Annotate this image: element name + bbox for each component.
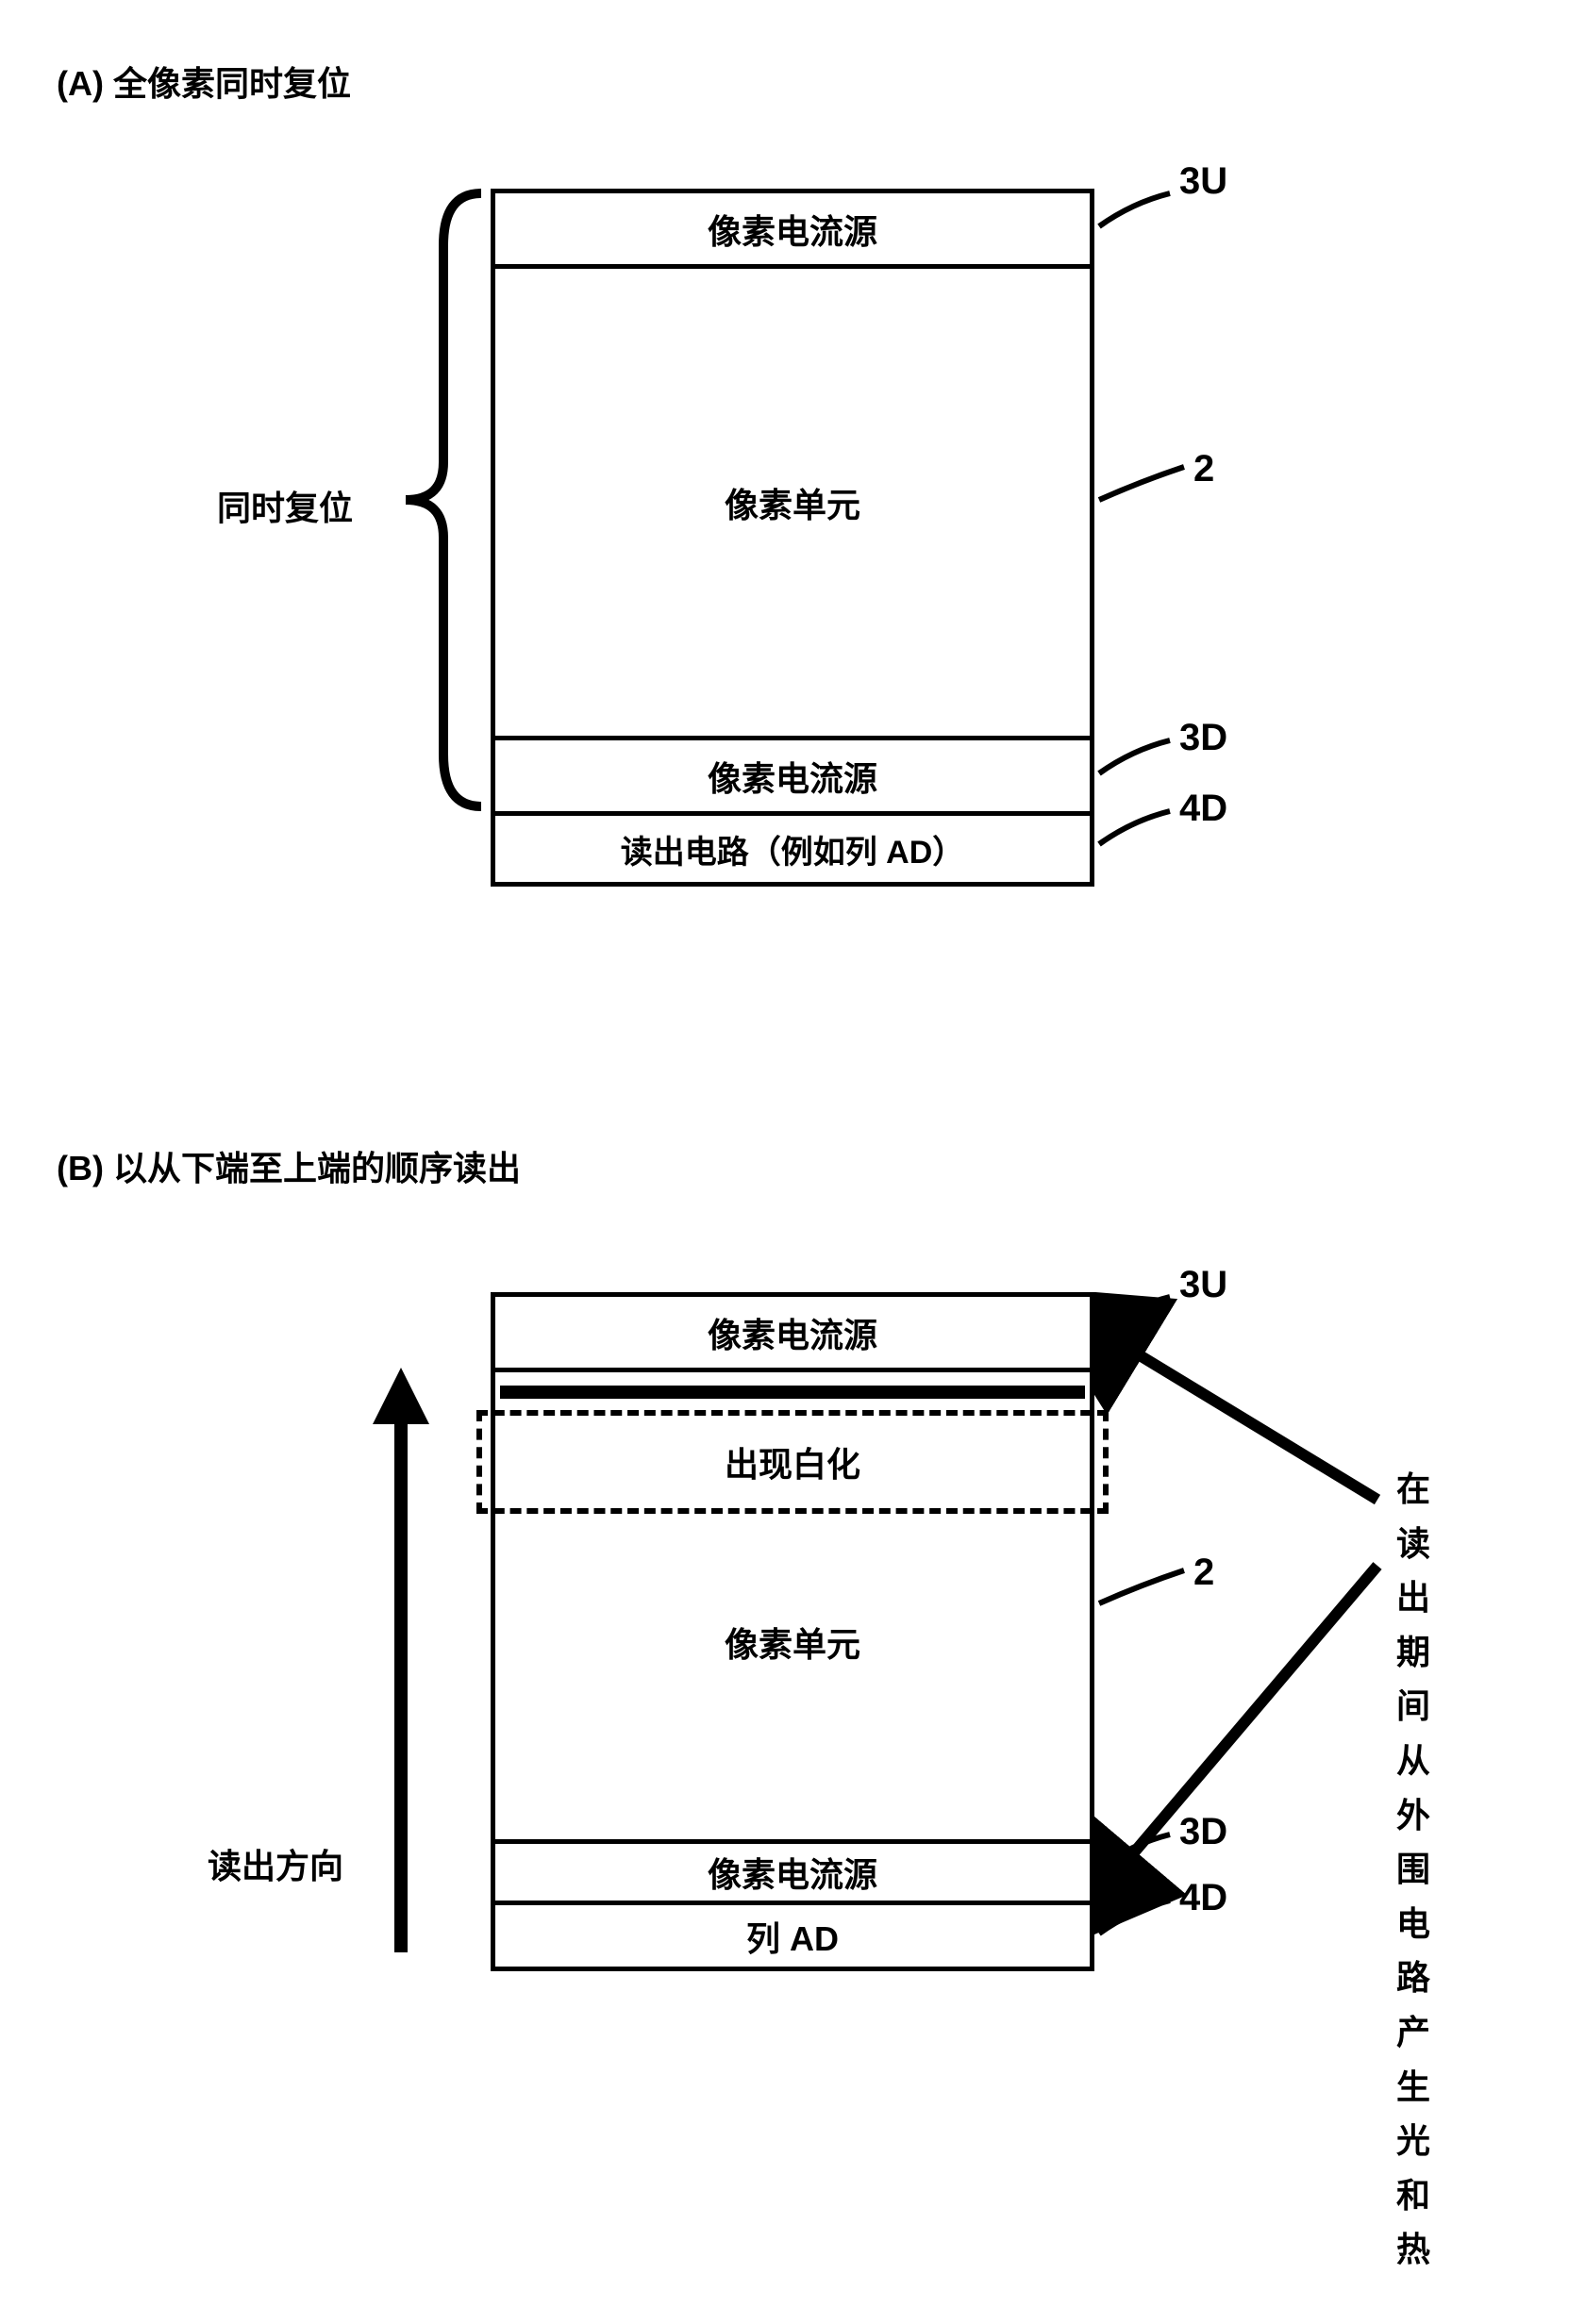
brace-icon: [387, 189, 491, 811]
diagram-b: 读出方向 像素电流源 出现白化 像素单元 像素电流源 列 AD 3U 2 3D: [491, 1292, 1094, 1971]
row-label: 像素电流源: [708, 1848, 877, 1897]
row-b-3: 列 AD: [495, 1905, 1090, 1967]
row-label: 读出电路（例如列 AD）: [621, 826, 965, 872]
row-a-0: 像素电流源: [495, 193, 1090, 269]
block-stack-b: 像素电流源 出现白化 像素单元 像素电流源 列 AD: [491, 1292, 1094, 1971]
brace-label: 同时复位: [217, 481, 353, 530]
note-line-2: 电路产生光和热: [1396, 1897, 1430, 2277]
row-label: 像素电流源: [708, 752, 877, 801]
note-arrows-icon: [1094, 1292, 1491, 1971]
scan-line: [500, 1386, 1085, 1399]
readout-direction-label: 读出方向: [208, 1839, 343, 1888]
whiteout-label: 出现白化: [725, 1437, 860, 1486]
row-label: 像素电流源: [708, 1308, 877, 1357]
row-b-2: 像素电流源: [495, 1844, 1090, 1905]
row-b-1: 出现白化 像素单元: [495, 1372, 1090, 1844]
note-line-1: 在读出期间从外围: [1396, 1462, 1430, 1897]
whiteout-region: 出现白化: [476, 1410, 1109, 1514]
row-a-2: 像素电流源: [495, 740, 1090, 816]
diagram-a: 同时复位 像素电流源 像素单元 像素电流源 读出电路（例如列 AD） 3U 2 …: [491, 189, 1094, 887]
section-b-title: (B) 以从下端至上端的顺序读出: [57, 1141, 521, 1190]
ref-a-2: 2: [1193, 448, 1214, 490]
row-a-3: 读出电路（例如列 AD）: [495, 816, 1090, 882]
row-label: 像素单元: [495, 1618, 1090, 1667]
row-label: 像素电流源: [708, 205, 877, 254]
row-a-1: 像素单元: [495, 269, 1090, 740]
ref-a-3u: 3U: [1179, 160, 1227, 203]
ref-a-4d: 4D: [1179, 788, 1227, 830]
row-label: 像素单元: [725, 478, 860, 527]
row-b-0: 像素电流源: [495, 1297, 1090, 1372]
readout-arrow-icon: [349, 1368, 453, 1971]
ref-a-3d: 3D: [1179, 717, 1227, 759]
note-text: 在读出期间从外围 电路产生光和热: [1396, 1462, 1430, 2277]
row-label: 列 AD: [746, 1912, 839, 1961]
block-stack-a: 像素电流源 像素单元 像素电流源 读出电路（例如列 AD）: [491, 189, 1094, 887]
section-a-title: (A) 全像素同时复位: [57, 57, 351, 106]
